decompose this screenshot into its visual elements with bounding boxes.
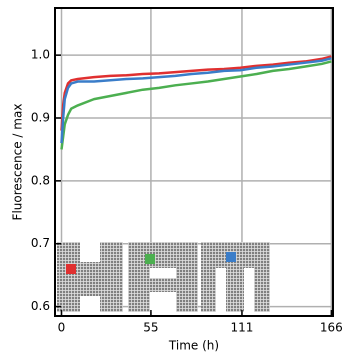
x-tick-label: 111 (231, 321, 254, 335)
ham-inset (57, 242, 270, 312)
y-tick-label: 0.9 (31, 111, 50, 125)
y-tick-label: 0.7 (31, 236, 50, 250)
series-line (60, 55, 332, 131)
x-tick-label: 0 (58, 321, 66, 335)
x-axis-label: Time (h) (168, 339, 219, 353)
x-tick-label: 55 (143, 321, 158, 335)
plot-frame (54, 7, 334, 317)
series-line (60, 57, 332, 144)
series-line (60, 60, 332, 150)
y-tick-label: 1.0 (31, 48, 50, 62)
y-axis-label: Fluorescence / max (11, 104, 25, 221)
y-tick-label: 0.6 (31, 299, 50, 313)
y-tick-label: 0.8 (31, 173, 50, 187)
x-tick-label: 166 (320, 321, 343, 335)
